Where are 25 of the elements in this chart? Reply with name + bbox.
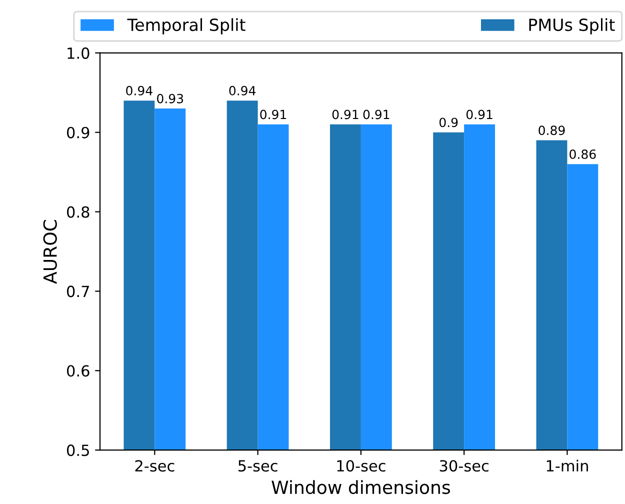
legend-label: PMUs Split: [529, 18, 615, 34]
y-tick-label: 0.9: [66, 126, 90, 138]
x-tick-label: 5-sec: [238, 460, 278, 472]
x-tick-label: 2-sec: [135, 460, 174, 472]
data-label: 0.94: [126, 86, 152, 96]
data-label: 0.9: [439, 118, 458, 128]
data-label: 0.94: [229, 86, 256, 96]
data-label: 0.93: [157, 94, 184, 104]
y-tick-label: 0.6: [66, 365, 90, 377]
y-tick-label: 1.0: [68, 47, 90, 59]
data-label: 0.89: [538, 126, 565, 136]
y-axis-title: AUROC: [43, 220, 57, 284]
y-tick-label: 0.5: [66, 444, 89, 456]
y-tick-label: 0.7: [66, 286, 89, 298]
x-tick-label: 10-sec: [337, 460, 386, 472]
x-tick-label: 1-min: [546, 460, 588, 472]
data-label: 0.91: [466, 110, 492, 120]
data-label: 0.91: [260, 110, 286, 120]
data-label: 0.91: [363, 110, 390, 120]
data-label: 0.86: [570, 149, 596, 159]
y-tick-label: 0.8: [66, 206, 90, 218]
x-tick-label: 30-sec: [440, 460, 488, 472]
x-axis-title: Window dimensions: [272, 480, 450, 494]
legend-label: Temporal Split: [127, 18, 246, 34]
data-label: 0.91: [332, 110, 358, 120]
